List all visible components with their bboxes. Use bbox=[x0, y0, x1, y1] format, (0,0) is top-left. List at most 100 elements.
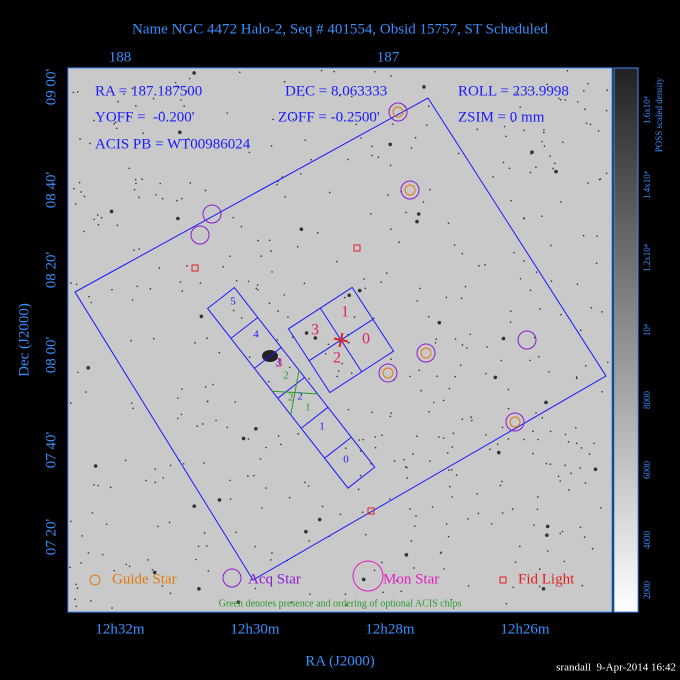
sky-dot bbox=[605, 172, 608, 175]
sky-dot bbox=[545, 533, 549, 537]
info-text: ZSIM = 0 mm bbox=[458, 109, 545, 125]
sky-dot bbox=[240, 317, 243, 319]
sky-dot bbox=[557, 475, 560, 478]
sky-dot bbox=[192, 504, 197, 508]
sky-dot bbox=[467, 518, 469, 520]
sky-dot bbox=[543, 145, 546, 147]
sky-dot bbox=[69, 566, 71, 569]
acq-star bbox=[378, 363, 398, 383]
sky-dot bbox=[454, 338, 457, 340]
sky-dot bbox=[486, 346, 488, 348]
sky-dot bbox=[254, 587, 257, 590]
sky-dot bbox=[371, 145, 373, 148]
sky-dot bbox=[511, 120, 514, 123]
sky-dot bbox=[575, 442, 578, 445]
sky-dot bbox=[509, 321, 512, 323]
sky-dot bbox=[90, 301, 93, 304]
sky-dot bbox=[304, 331, 309, 335]
left-tick-label: 08 20' bbox=[43, 251, 59, 288]
sky-dot bbox=[461, 252, 464, 255]
info-text: ROLL = 233.9998 bbox=[458, 83, 569, 99]
fid-light bbox=[353, 244, 361, 252]
legend-label: Fid Light bbox=[518, 571, 575, 587]
sky-dot bbox=[455, 474, 458, 476]
sky-dot bbox=[338, 94, 341, 97]
sky-dot bbox=[101, 553, 104, 556]
sky-dot bbox=[427, 315, 430, 318]
sky-dot bbox=[513, 251, 515, 254]
sky-dot bbox=[501, 480, 503, 483]
sky-dot bbox=[159, 182, 161, 185]
sky-dot bbox=[324, 352, 327, 355]
sky-dot bbox=[437, 320, 442, 325]
sky-dot bbox=[464, 285, 467, 288]
bottom-tick-label: 12h28m bbox=[365, 621, 415, 637]
sky-dot bbox=[490, 522, 493, 525]
sky-dot bbox=[550, 244, 552, 247]
sky-dot bbox=[176, 85, 178, 87]
sky-dot bbox=[232, 216, 235, 219]
stars bbox=[190, 102, 537, 515]
sky-dot bbox=[575, 376, 578, 378]
sky-dot bbox=[347, 293, 351, 298]
sky-dot bbox=[499, 484, 502, 487]
legend-symbol bbox=[222, 568, 242, 588]
sky-dot bbox=[543, 129, 545, 131]
sky-dot bbox=[345, 447, 347, 450]
sky-dot bbox=[265, 487, 267, 489]
legend-symbol bbox=[499, 576, 507, 584]
sky-dot bbox=[593, 467, 598, 472]
sky-dot bbox=[451, 446, 454, 448]
acq-star bbox=[388, 102, 408, 122]
sky-dot bbox=[90, 600, 92, 602]
sky-dot bbox=[70, 520, 72, 523]
sky-dot bbox=[523, 129, 525, 132]
sky-dot bbox=[247, 438, 250, 440]
sky-dot bbox=[308, 377, 310, 380]
chip-divider bbox=[324, 436, 352, 459]
chip-label: 3 bbox=[311, 322, 319, 339]
sky-dot bbox=[161, 585, 164, 587]
left-tick-label: 09 00' bbox=[43, 68, 59, 105]
sky-dot bbox=[436, 375, 438, 378]
sky-dot bbox=[256, 284, 259, 286]
sky-dot bbox=[409, 375, 412, 378]
sky-dot bbox=[454, 375, 457, 378]
sky-dot bbox=[186, 265, 188, 267]
sky-dot bbox=[313, 336, 318, 340]
sky-dot bbox=[81, 535, 84, 537]
sky-dot bbox=[135, 182, 137, 185]
sky-dot bbox=[471, 419, 473, 422]
colorbar-tick-label: 6000 bbox=[642, 461, 652, 480]
sky-dot bbox=[459, 364, 462, 367]
colorbar-tick-label: 4000 bbox=[642, 531, 652, 550]
sky-dot bbox=[85, 391, 87, 393]
sky-dot bbox=[546, 550, 549, 552]
sky-dot bbox=[254, 545, 256, 548]
sky-dot bbox=[560, 313, 562, 316]
sky-dot bbox=[448, 485, 451, 488]
sky-dot bbox=[93, 218, 95, 221]
sky-dot bbox=[380, 281, 382, 284]
sky-dot bbox=[561, 530, 564, 533]
chip-divider bbox=[254, 347, 282, 369]
sky-dot bbox=[133, 249, 135, 251]
footer: srandall 9-Apr-2014 16:42 bbox=[556, 662, 676, 674]
sky-dot bbox=[199, 314, 204, 319]
note: Green denotes presence and ordering of o… bbox=[219, 598, 462, 609]
sky-dot bbox=[606, 89, 609, 92]
sky-dot bbox=[589, 123, 592, 126]
sky-dot bbox=[438, 436, 440, 438]
bottom-tick-label: 12h26m bbox=[500, 621, 550, 637]
sky-dot bbox=[248, 356, 251, 358]
guide-star bbox=[420, 347, 432, 359]
sky-dot bbox=[288, 366, 291, 369]
colorbar-tick-label: 1.2x10⁴ bbox=[642, 244, 652, 272]
sky-dot bbox=[83, 230, 85, 233]
sky-dot bbox=[268, 239, 271, 242]
sky-dot bbox=[105, 523, 108, 526]
sky-dot bbox=[508, 167, 511, 170]
sky-dot bbox=[327, 343, 330, 346]
guide-star bbox=[404, 184, 416, 196]
sky-dot bbox=[130, 339, 132, 342]
